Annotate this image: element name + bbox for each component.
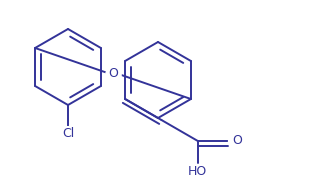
Text: O: O (232, 134, 242, 147)
Text: Cl: Cl (62, 127, 74, 140)
Text: O: O (108, 67, 118, 80)
Text: HO: HO (188, 165, 207, 178)
